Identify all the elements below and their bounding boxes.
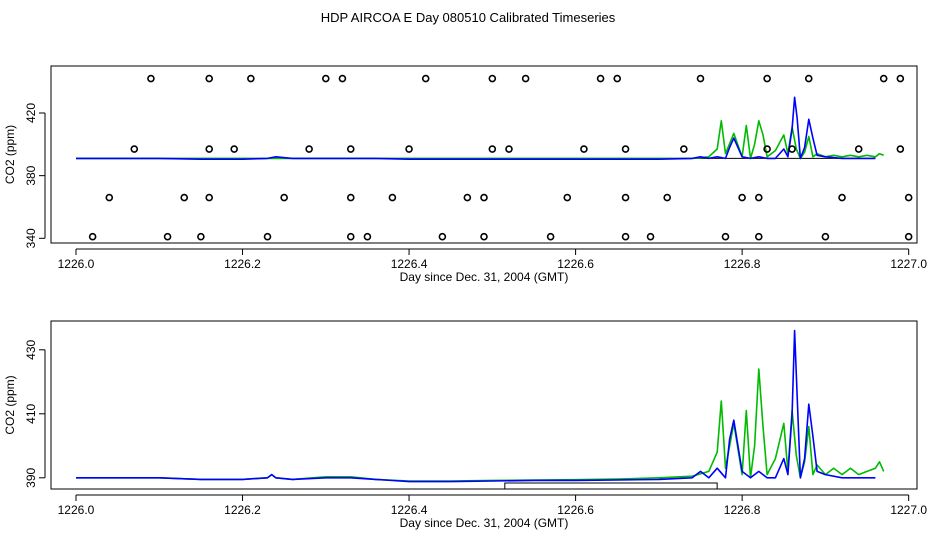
top-marker-point xyxy=(613,74,622,83)
top-marker-point xyxy=(621,145,630,153)
top-marker-point xyxy=(580,145,588,153)
top-marker-point xyxy=(879,74,888,83)
bottom-plot-marks xyxy=(76,329,885,489)
top-plot-frame xyxy=(50,65,918,244)
top-marker-point xyxy=(621,232,630,241)
top-marker-point xyxy=(205,193,214,202)
bottom-y-tick-label: 390 xyxy=(24,467,38,487)
top-x-tick-label: 1226.8 xyxy=(724,257,761,271)
bottom-x-axis-label: Day since Dec. 31, 2004 (GMT) xyxy=(400,516,569,530)
top-x-axis: 1226.0 1226.2 1226.4 1226.6 1226.8 1227.0 xyxy=(58,248,927,271)
top-y-tick-label: 340 xyxy=(24,228,38,248)
top-marker-point xyxy=(205,74,214,83)
top-marker-point xyxy=(163,232,172,241)
bottom-plot-frame xyxy=(50,320,918,490)
top-marker-point xyxy=(546,232,555,241)
top-y-tick-label: 380 xyxy=(24,165,38,185)
top-marker-point xyxy=(338,74,347,83)
top-x-tick-label: 1226.6 xyxy=(557,257,594,271)
top-marker-point xyxy=(346,232,355,241)
top-marker-point xyxy=(804,74,813,83)
top-marker-point xyxy=(263,232,272,241)
top-marker-point xyxy=(247,74,255,83)
top-marker-point xyxy=(904,193,913,202)
top-marker-point xyxy=(646,232,655,241)
bottom-x-tick-label: 1226.6 xyxy=(557,503,594,517)
top-marker-point xyxy=(147,74,155,83)
top-marker-point xyxy=(488,74,497,83)
figure-title: HDP AIRCOA E Day 080510 Calibrated Times… xyxy=(321,10,616,25)
top-panel: 1226.0 1226.2 1226.4 1226.6 1226.8 1227.0 340… xyxy=(3,65,927,284)
top-marker-point xyxy=(788,145,796,153)
top-marker-point xyxy=(754,193,763,202)
top-marker-point xyxy=(896,74,905,83)
bottom-x-tick-label: 1226.8 xyxy=(724,503,761,517)
top-series-green xyxy=(76,120,884,160)
top-series-blue xyxy=(76,96,876,160)
top-marker-point xyxy=(680,145,688,153)
top-marker-point xyxy=(346,193,355,202)
bottom-series-blue xyxy=(76,329,876,483)
bottom-x-tick-label: 1226.0 xyxy=(58,503,95,517)
top-marker-point xyxy=(230,145,238,153)
top-marker-point xyxy=(321,74,330,83)
top-marker-point xyxy=(904,232,913,241)
top-plot-marks xyxy=(75,74,913,241)
top-x-tick-label: 1226.0 xyxy=(58,257,95,271)
bottom-flag-bar xyxy=(504,482,718,489)
top-marker-point xyxy=(363,232,372,241)
bottom-x-tick-label: 1226.4 xyxy=(391,503,428,517)
top-marker-point xyxy=(505,145,513,153)
top-marker-point xyxy=(488,145,497,153)
bottom-y-axis: 390 410 430 xyxy=(24,339,46,488)
top-x-axis-label: Day since Dec. 31, 2004 (GMT) xyxy=(400,270,569,284)
bottom-x-tick-label: 1227.0 xyxy=(890,503,927,517)
top-marker-point xyxy=(388,193,397,202)
top-marker-point xyxy=(463,193,472,202)
bottom-x-tick-label: 1226.2 xyxy=(224,503,261,517)
top-marker-point xyxy=(480,193,488,202)
top-marker-point xyxy=(896,145,905,153)
top-x-tick-label: 1226.2 xyxy=(224,257,261,271)
top-marker-point xyxy=(130,145,139,153)
top-y-axis: 340 380 420 xyxy=(24,103,46,248)
top-marker-point xyxy=(838,193,846,202)
bottom-y-axis-label: CO2 (ppm) xyxy=(3,375,17,434)
bottom-y-tick-label: 410 xyxy=(24,403,38,423)
top-x-tick-label: 1226.4 xyxy=(391,257,428,271)
top-marker-point xyxy=(696,74,705,83)
top-marker-point xyxy=(197,232,205,241)
top-marker-point xyxy=(563,193,572,202)
top-marker-point xyxy=(663,193,671,202)
top-marker-point xyxy=(480,232,488,241)
top-x-tick-label: 1227.0 xyxy=(890,257,927,271)
top-marker-point xyxy=(205,145,214,153)
top-y-tick-label: 420 xyxy=(24,103,38,123)
top-marker-point xyxy=(521,74,530,83)
bottom-y-tick-label: 430 xyxy=(24,339,38,359)
top-marker-point xyxy=(596,74,605,83)
top-marker-point xyxy=(854,145,863,153)
top-marker-point xyxy=(763,74,771,83)
top-marker-point xyxy=(438,232,447,241)
top-marker-point xyxy=(763,145,771,153)
bottom-x-axis: 1226.0 1226.2 1226.4 1226.6 1226.8 1227.0 xyxy=(58,494,927,517)
top-marker-point xyxy=(754,232,763,241)
top-marker-point xyxy=(180,193,189,202)
top-marker-point xyxy=(305,145,313,153)
top-marker-point xyxy=(621,193,630,202)
bottom-series-green xyxy=(76,368,885,482)
top-marker-point xyxy=(738,193,746,202)
top-marker-point xyxy=(421,74,430,83)
top-marker-point xyxy=(821,232,830,241)
top-marker-point xyxy=(721,232,730,241)
top-marker-point xyxy=(346,145,355,153)
top-marker-point xyxy=(280,193,288,202)
bottom-panel: 1226.0 1226.2 1226.4 1226.6 1226.8 1227.0 390… xyxy=(3,320,927,530)
top-marker-point xyxy=(405,145,413,153)
top-y-axis-label: CO2 (ppm) xyxy=(3,125,17,184)
top-marker-point xyxy=(105,193,114,202)
top-marker-point xyxy=(88,232,97,241)
